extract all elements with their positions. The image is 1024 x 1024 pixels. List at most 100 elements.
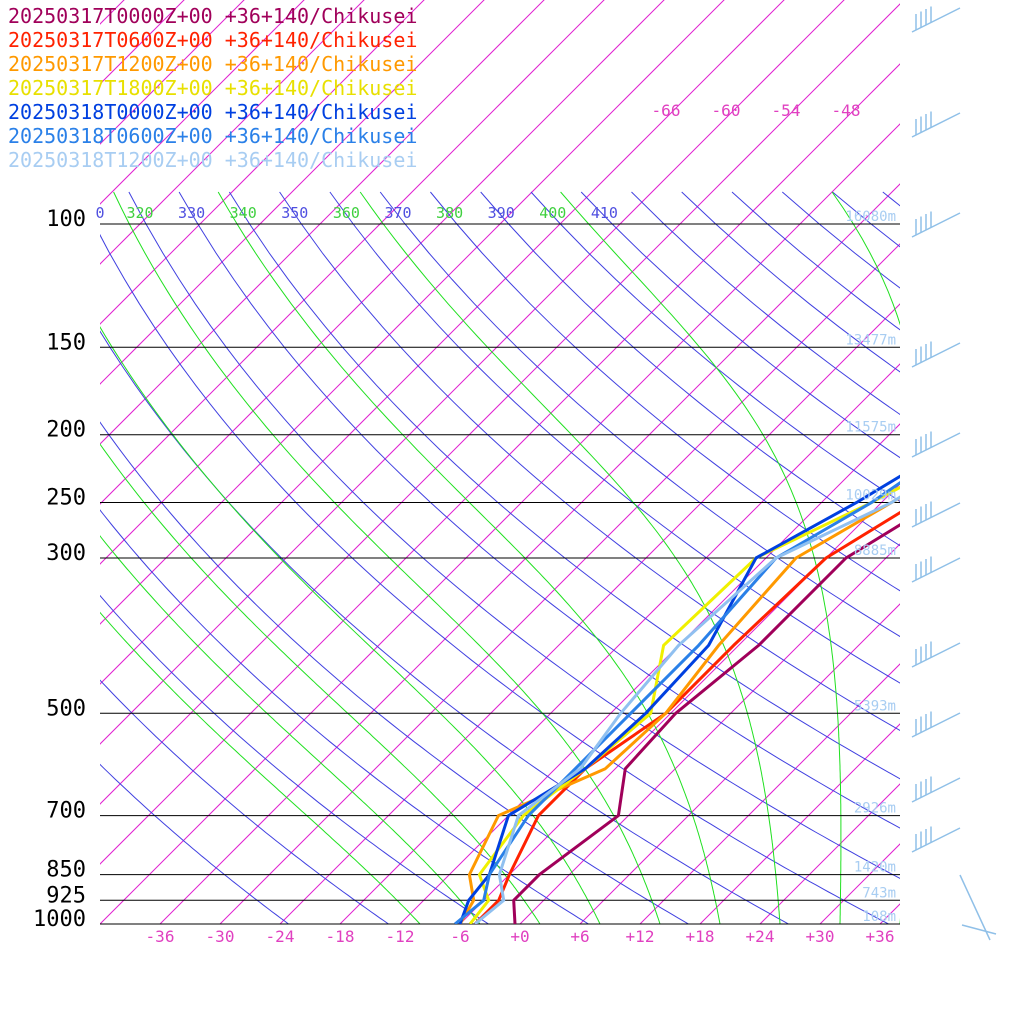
pressure-label-1000: 1000 — [33, 907, 86, 932]
isotherm-line — [279, 303, 900, 924]
wind-barb — [911, 826, 961, 853]
dry-adiabat — [100, 594, 489, 924]
height-label-850: 1420m — [854, 860, 896, 876]
profile-line-3 — [468, 485, 900, 924]
wind-barb-shaft — [911, 777, 961, 803]
isotherm-line — [519, 543, 900, 924]
pressure-label-200: 200 — [46, 418, 86, 443]
height-label-100: 16080m — [845, 209, 896, 225]
isotherm-line — [100, 3, 900, 805]
isotherm-line — [699, 723, 900, 924]
isotherm-line — [639, 663, 900, 924]
legend-entry-4: 20250318T0000Z+00 +36+140/Chikusei — [8, 100, 418, 124]
isotherm-line — [459, 483, 900, 924]
axis-labels: 100 16080m 150 13477m 200 11575m 250 10029m 300 8… — [33, 101, 896, 946]
dry-adiabat — [100, 679, 389, 924]
pressure-label-700: 700 — [46, 799, 86, 824]
isotherm-line — [759, 783, 900, 924]
wind-barb-flag — [961, 924, 997, 935]
isotherm-label-top: -54 — [772, 101, 801, 120]
dry-adiabat — [933, 192, 1024, 924]
legend-entry-5: 20250318T0600Z+00 +36+140/Chikusei — [8, 124, 418, 148]
isotherm-line — [100, 0, 785, 685]
wind-barb — [911, 501, 961, 528]
theta-label: 400 — [539, 204, 566, 222]
theta-label: 380 — [436, 204, 463, 222]
x-tick-label: +24 — [746, 927, 775, 946]
legend-entry-6: 20250318T1200Z+00 +36+140/Chikusei — [8, 148, 418, 172]
theta-label: 340 — [230, 204, 257, 222]
pressure-label-150: 150 — [46, 330, 86, 355]
x-tick-label: -12 — [386, 927, 415, 946]
temperature-profiles — [454, 474, 900, 924]
dry-adiabat — [100, 421, 689, 924]
theta-label: 370 — [384, 204, 411, 222]
isotherm-line — [100, 0, 545, 445]
isotherm-line — [159, 183, 900, 924]
wind-barb — [911, 431, 961, 458]
profile-line-5 — [454, 480, 900, 924]
isotherm-line — [879, 903, 900, 924]
isotherm-line — [100, 0, 725, 625]
theta-label: 390 — [488, 204, 515, 222]
isotherm-line — [399, 423, 900, 924]
wind-barb-shaft — [911, 212, 961, 238]
moist-adiabat — [359, 191, 781, 924]
wind-barb-shaft — [911, 502, 961, 528]
dry-adiabat — [100, 233, 889, 924]
moist-adiabat — [217, 191, 721, 924]
wind-barb — [911, 341, 961, 368]
x-tick-label: +30 — [806, 927, 835, 946]
isotherm-line — [100, 0, 365, 265]
isotherm-line — [819, 843, 900, 924]
x-tick-label: -6 — [450, 927, 469, 946]
profile-line-0 — [512, 523, 900, 924]
isotherm-line — [100, 0, 665, 565]
dry-adiabat — [100, 763, 289, 924]
isotherm-line — [940, 0, 1024, 924]
isotherm-line — [100, 0, 605, 505]
isotherm-line — [100, 63, 900, 865]
legend-entry-0: 20250317T0000Z+00 +36+140/Chikusei — [8, 4, 418, 28]
pressure-label-250: 250 — [46, 486, 86, 511]
dry-adiabat — [480, 191, 900, 547]
dry-adiabat — [178, 191, 900, 829]
dry-adiabat — [882, 191, 900, 207]
legend-entry-2: 20250317T1200Z+00 +36+140/Chikusei — [8, 52, 418, 76]
wind-barb-shaft — [911, 642, 961, 668]
legend-entry-3: 20250317T1800Z+00 +36+140/Chikusei — [8, 76, 418, 100]
height-label-250: 10029m — [845, 488, 896, 504]
theta-label: 320 — [126, 204, 153, 222]
wind-barb-shaft — [911, 557, 961, 583]
profile-line-4 — [458, 474, 900, 924]
theta-label: 330 — [178, 204, 205, 222]
isotherm-line — [100, 0, 425, 325]
moist-adiabat — [560, 191, 842, 924]
dry-adiabat — [128, 191, 900, 879]
height-label-700: 2926m — [854, 801, 896, 817]
isotherm-line — [100, 123, 900, 924]
moist-adiabat — [100, 443, 541, 924]
moist-adiabat — [113, 191, 661, 924]
legend: 20250317T0000Z+00 +36+140/Chikusei 20250… — [8, 4, 417, 172]
theta-label: 410 — [591, 204, 618, 222]
profile-line-1 — [473, 510, 900, 924]
x-tick-label: +12 — [626, 927, 655, 946]
background-lines — [100, 0, 1024, 924]
x-tick-label: +0 — [510, 927, 529, 946]
dry-adiabat — [430, 191, 900, 592]
theta-label: 350 — [281, 204, 308, 222]
wind-barb — [959, 874, 997, 941]
x-tick-label: -18 — [326, 927, 355, 946]
wind-barb — [911, 111, 961, 138]
isotherm-label-top: -60 — [712, 101, 741, 120]
x-tick-label: -36 — [146, 927, 175, 946]
legend-entry-1: 20250317T0600Z+00 +36+140/Chikusei — [8, 28, 418, 52]
wind-barb-shaft — [911, 712, 961, 738]
isotherm-line — [219, 243, 900, 924]
isotherm-line — [1000, 0, 1024, 924]
isotherm-line — [339, 363, 900, 924]
moist-adiabat — [100, 535, 481, 924]
wind-barb-shaft — [911, 7, 961, 33]
